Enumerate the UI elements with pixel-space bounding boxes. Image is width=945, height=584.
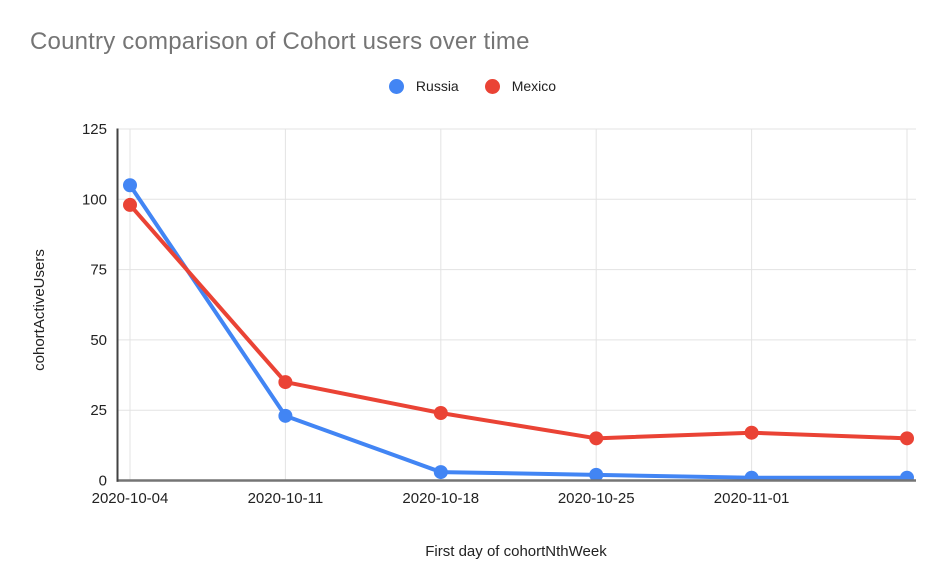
x-tick-label: 2020-11-01 bbox=[714, 490, 790, 507]
y-tick-label: 50 bbox=[90, 332, 107, 349]
x-tick-label: 2020-10-18 bbox=[402, 490, 479, 507]
legend-item-russia[interactable]: Russia bbox=[388, 78, 459, 94]
y-axis-title: cohortActiveUsers bbox=[31, 249, 48, 371]
data-point-russia-4[interactable] bbox=[744, 470, 759, 485]
gridlines bbox=[117, 128, 916, 481]
x-tick-label: 2020-10-11 bbox=[248, 490, 324, 507]
y-tick-label: 25 bbox=[90, 402, 107, 419]
data-point-mexico-2[interactable] bbox=[433, 406, 448, 421]
x-axis-title: First day of cohortNthWeek bbox=[425, 543, 607, 560]
data-point-russia-1[interactable] bbox=[278, 408, 293, 423]
x-tick-label: 2020-10-25 bbox=[558, 490, 635, 507]
chart-title: Country comparison of Cohort users over … bbox=[30, 28, 530, 55]
legend-item-mexico[interactable]: Mexico bbox=[484, 78, 557, 94]
y-tick-label: 125 bbox=[82, 121, 107, 138]
data-point-mexico-4[interactable] bbox=[744, 425, 759, 440]
legend-swatch-russia-icon bbox=[388, 78, 404, 94]
data-point-mexico-3[interactable] bbox=[589, 431, 604, 446]
x-tick-label: 2020-10-04 bbox=[92, 490, 169, 507]
legend-label-russia: Russia bbox=[415, 78, 459, 94]
y-tick-label: 100 bbox=[82, 191, 107, 208]
series-group bbox=[123, 178, 914, 485]
data-point-russia-5[interactable] bbox=[900, 470, 914, 485]
data-point-russia-0[interactable] bbox=[123, 178, 137, 193]
data-point-mexico-1[interactable] bbox=[278, 375, 293, 390]
legend-swatch-mexico-icon bbox=[484, 78, 500, 94]
y-tick-label: 0 bbox=[99, 473, 107, 490]
data-point-mexico-0[interactable] bbox=[123, 197, 137, 212]
series-line-mexico bbox=[128, 202, 909, 441]
data-point-mexico-5[interactable] bbox=[900, 431, 914, 446]
data-point-russia-2[interactable] bbox=[433, 465, 448, 480]
y-tick-label: 75 bbox=[90, 262, 107, 279]
series-line-russia bbox=[128, 183, 909, 480]
legend-label-mexico: Mexico bbox=[511, 78, 557, 94]
data-point-russia-3[interactable] bbox=[589, 467, 604, 482]
chart-legend: Russia Mexico bbox=[0, 78, 945, 94]
